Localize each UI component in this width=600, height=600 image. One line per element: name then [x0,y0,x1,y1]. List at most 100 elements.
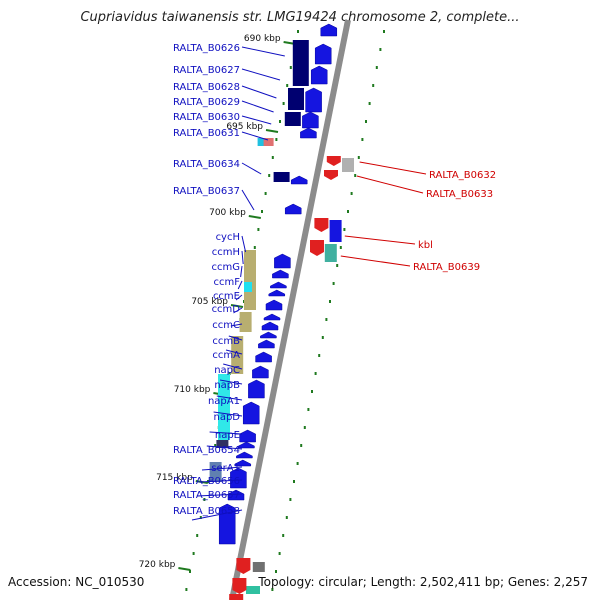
label-leader [206,445,243,450]
forward-gene-label: RALTA_B0627 [173,65,240,76]
forward-gene-label: napC [214,365,240,376]
forward-gene-label: napB [214,380,240,391]
forward-gene-label: RALTA_B0654 [173,445,240,456]
kbp-label: 705 kbp [191,297,228,307]
gene-block [261,138,274,146]
reverse-gene-arrow [310,240,324,256]
reverse-gene-arrow [232,578,247,594]
gene-block [342,158,354,172]
gene-block [292,40,309,86]
forward-gene-arrow [258,339,275,349]
forward-gene-arrow [290,175,308,185]
gene-block [231,336,244,374]
label-leader [356,175,424,194]
gene-block [273,172,290,182]
label-leader [233,307,243,314]
label-leader [230,323,243,327]
forward-gene-arrow [274,253,291,269]
label-leader [199,479,243,483]
forward-gene-label: RALTA_B0630 [173,112,240,123]
forward-gene-arrow [263,313,281,321]
label-leader [241,189,255,211]
forward-gene-label: RALTA_B0626 [173,43,240,54]
forward-gene-label: RALTA_B0658 [173,506,240,517]
forward-gene-label: ccmA [212,350,240,361]
gene-block [257,138,264,146]
label-leader [241,68,281,81]
reverse-gene-label: RALTA_B0639 [413,262,480,273]
kbp-tick: 705 kbp [191,297,244,308]
forward-gene-arrow [239,429,256,443]
gene-block [218,374,230,440]
forward-gene-arrow [314,43,332,65]
forward-gene-label: ccmC [212,320,240,331]
forward-gene-arrow [284,203,302,215]
label-leader [237,280,243,290]
map-title: Cupriavidus taiwanensis str. LMG19424 ch… [80,10,520,25]
forward-gene-label: RALTA_B0656 [173,476,240,487]
label-leader [196,493,243,497]
forward-gene-arrow [248,379,265,399]
gene-block [239,312,252,332]
label-leader [201,466,243,471]
reverse-gene-arrow [229,594,244,600]
label-leader [241,100,274,113]
label-leader [241,250,244,265]
gene-block [209,462,222,482]
kbp-tick: 700 kbp [209,208,261,219]
forward-gene-label: RALTA_B0629 [173,97,240,108]
forward-gene-arrow [242,401,260,425]
forward-gene-label: RALTA_B0631 [173,128,240,139]
forward-gene-label: RALTA_B0657 [173,490,240,501]
forward-gene-label: napD [213,412,240,423]
forward-gene-label: ccmD [212,304,241,315]
reverse-gene-label: kbl [418,240,433,251]
kbp-tick: 690 kbp [244,34,296,45]
gene-block [216,440,229,448]
label-leader [241,235,247,253]
label-leader [228,335,243,341]
forward-gene-label: ccmG [212,262,241,273]
kbp-label: 715 kbp [156,473,193,483]
label-leader [235,294,243,301]
kbp-label: 710 kbp [174,385,211,395]
forward-gene-label: ccmB [212,336,240,347]
gene-block [288,88,304,110]
gene-block [329,220,342,242]
forward-gene-arrow [261,321,279,331]
forward-gene-arrow [302,111,319,129]
label-leader [216,395,243,401]
label-leader [340,255,411,267]
gene-block [244,250,256,310]
forward-gene-label: ccmE [213,291,240,302]
forward-gene-arrow [300,127,317,139]
label-leader [191,509,243,521]
forward-gene-label: ccmH [212,247,240,258]
forward-gene-arrow [268,289,286,297]
topology-text: Topology: circular; Length: 2,502,411 bp… [258,575,588,589]
kbp-label: 720 kbp [139,560,176,570]
kbp-label: 690 kbp [244,34,281,44]
forward-gene-arrow [272,269,289,279]
forward-gene-arrow [227,489,245,501]
forward-gene-arrow [252,365,269,379]
label-leader [209,431,243,435]
label-leader [225,349,243,355]
reverse-gene-arrow [236,558,251,574]
accession-text: Accession: NC_010530 [8,575,145,589]
gene-block [284,112,301,126]
label-leader [219,379,243,385]
label-leader [241,162,262,175]
forward-gene-arrow [234,459,252,467]
forward-gene-arrow [320,23,338,37]
forward-gene-arrow [236,451,253,459]
label-leader [344,235,416,245]
gene-block [252,562,265,572]
forward-gene-label: RALTA_B0634 [173,159,240,170]
forward-gene-arrow [270,281,287,289]
forward-gene-arrow [305,87,322,113]
kbp-label: 700 kbp [209,208,246,218]
reverse-gene-arrow [314,218,329,232]
forward-gene-label: ccmF [214,277,241,288]
